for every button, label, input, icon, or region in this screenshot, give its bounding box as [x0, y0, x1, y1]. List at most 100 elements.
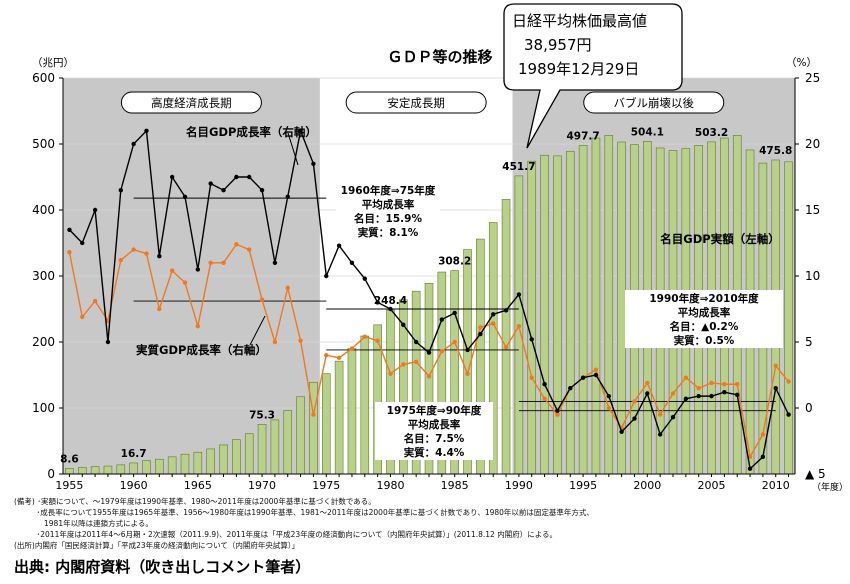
- gdp-bar: [219, 444, 228, 475]
- note-line: (備考) ･実額について、～1979年度は1990年基準、1980～2011年度…: [14, 497, 376, 506]
- nominal-rate-point: [593, 372, 599, 378]
- real-rate-point: [336, 355, 342, 361]
- gdp-bar: [527, 160, 537, 475]
- real-rate-point: [259, 297, 265, 302]
- real-rate-point: [375, 338, 380, 343]
- real-rate-point: [529, 375, 534, 380]
- nominal-rate-point: [131, 141, 136, 147]
- callout-bubble: [503, 3, 683, 149]
- bar-value-label: 504.1: [631, 126, 664, 138]
- x-tick-label: 1960: [120, 479, 148, 492]
- nominal-rate-point: [542, 382, 547, 387]
- avg-text-line: 平均成長率: [408, 418, 461, 431]
- nominal-rate-point: [144, 128, 149, 133]
- real-rate-point: [131, 247, 136, 252]
- period-label-box: [345, 91, 487, 114]
- avg-text-line: 実質：8.1%: [358, 226, 419, 239]
- gdp-bar: [321, 373, 331, 475]
- real-rate-point: [747, 454, 753, 460]
- nominal-rate-point: [722, 389, 727, 395]
- nominal-rate-point: [568, 386, 573, 391]
- nominal-rate-point: [439, 317, 445, 322]
- nominal-rate-point: [388, 306, 393, 312]
- right-tick-label: 5: [805, 335, 813, 349]
- left-tick-label: 400: [32, 203, 55, 217]
- nominal-rate-point: [465, 347, 470, 353]
- period-label: バブル崩壊以後: [613, 96, 694, 110]
- avg-text-line: 名目：▲0.2%: [670, 320, 739, 333]
- real-rate-point: [516, 323, 522, 329]
- real-rate-point: [696, 386, 701, 391]
- gdp-bar: [347, 348, 357, 475]
- real-rate-point: [67, 250, 72, 255]
- nominal-rate-label: 名目GDP成長率（右軸）: [186, 125, 317, 139]
- bar-value-label: 503.2: [695, 127, 728, 139]
- period-label: 安定成長期: [387, 96, 445, 110]
- nominal-rate-point: [195, 267, 201, 272]
- real-rate-point: [169, 268, 175, 273]
- real-rate-point: [491, 321, 496, 326]
- gdp-bar: [193, 451, 203, 475]
- avg-text-line: 実質：4.4%: [404, 446, 465, 459]
- gdp-amount-label: 名目GDP実額（左軸）: [660, 232, 779, 246]
- nominal-rate-point: [169, 174, 175, 180]
- nominal-rate-point: [747, 466, 753, 471]
- right-tick-label: 25: [805, 71, 820, 85]
- right-tick-label: ▲ 5: [805, 467, 826, 481]
- gdp-bar: [501, 199, 511, 475]
- real-rate-point: [593, 367, 599, 372]
- gdp-bar: [591, 137, 601, 475]
- period-label-box: [583, 91, 725, 114]
- avg-text-line: 1960年度⇒75年度: [341, 184, 436, 197]
- callout-line: 1989年12月29日: [518, 60, 639, 78]
- nominal-rate-point: [67, 227, 72, 232]
- gdp-bar: [142, 460, 151, 475]
- x-tick-label: 2010: [762, 479, 790, 492]
- real-rate-point: [542, 396, 547, 401]
- gdp-bar: [296, 396, 305, 475]
- real-rate-point: [555, 412, 560, 417]
- real-rate-point: [786, 379, 791, 384]
- average-lines: [133, 197, 776, 412]
- real-rate-point: [439, 349, 445, 354]
- left-tick-label: 500: [32, 137, 55, 151]
- avg-text-line: 平均成長率: [678, 306, 731, 319]
- real-rate-point: [632, 399, 637, 404]
- x-tick-label: 1975: [312, 479, 340, 492]
- left-tick-label: 300: [32, 269, 55, 283]
- left-axis-unit: （兆円）: [32, 57, 74, 69]
- real-rate-point: [80, 314, 85, 320]
- gdp-bar: [283, 410, 293, 475]
- real-rate-point: [722, 382, 727, 387]
- nominal-rate-point: [234, 174, 239, 180]
- nominal-rate-point: [247, 174, 252, 180]
- real-rate-point: [452, 339, 457, 345]
- real-rate-point: [221, 260, 226, 265]
- nominal-rate-point: [452, 310, 457, 316]
- gdp-bar: [65, 468, 74, 475]
- nominal-rate-point: [375, 300, 380, 305]
- nominal-rate-point: [362, 276, 367, 281]
- real-rate-point: [606, 405, 611, 411]
- real-rate-point: [285, 285, 290, 291]
- chart-title: ＧＤＰ等の推移: [387, 48, 492, 66]
- nominal-rate-point: [272, 260, 278, 265]
- nominal-rate-point: [516, 292, 522, 297]
- real-rate-point: [195, 323, 201, 329]
- real-rate-point: [683, 375, 689, 380]
- left-tick-label: 200: [32, 335, 55, 349]
- gdp-bar: [90, 466, 100, 475]
- real-rate-point: [247, 247, 252, 252]
- nominal-rate-point: [311, 161, 316, 166]
- gdp-bar: [604, 135, 614, 475]
- bar-value-label: 16.7: [121, 448, 147, 460]
- gdp-bar: [103, 465, 113, 475]
- avg-text-line: 1990年度⇒2010年度: [649, 292, 759, 305]
- nominal-rate-point: [426, 350, 432, 355]
- nominal-rate-point: [773, 386, 778, 391]
- real-rate-point: [478, 325, 483, 330]
- gdp-bar: [270, 419, 280, 475]
- avg-box-bg: [625, 290, 783, 348]
- right-tick-label: 10: [805, 269, 820, 283]
